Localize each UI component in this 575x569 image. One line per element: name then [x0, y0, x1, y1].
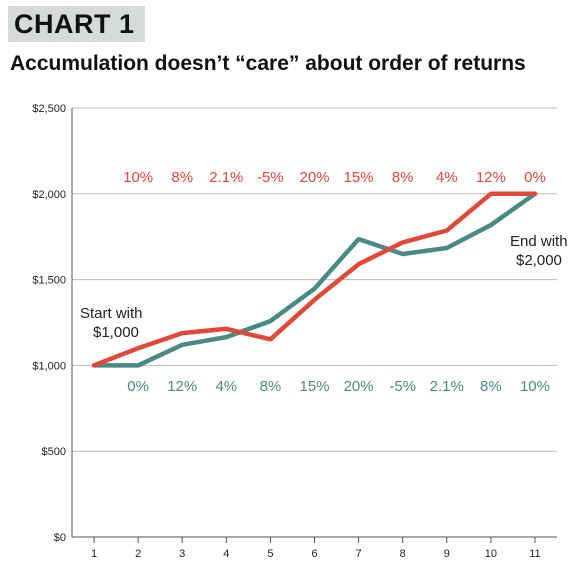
start-annotation-line2: $1,000: [93, 324, 139, 341]
y-tick-label: $0: [54, 532, 66, 544]
return-label-teal: -5%: [389, 378, 416, 395]
return-label-teal: 8%: [480, 378, 502, 395]
annotations: Start with $1,000 End with $2,000: [80, 233, 568, 341]
x-tick-label: 4: [223, 548, 229, 560]
return-label-teal: 2.1%: [430, 378, 464, 395]
return-label-red: 0%: [524, 169, 546, 186]
return-label-red: 8%: [392, 169, 414, 186]
return-label-red: 10%: [123, 169, 153, 186]
return-label-teal: 10%: [520, 378, 550, 395]
x-tick-label: 3: [179, 548, 185, 560]
x-tick-label: 1: [91, 548, 97, 560]
return-label-teal: 4%: [215, 378, 237, 395]
axes: $0 $500 $1,000 $1,500 $2,000 $2,500 1 2 3 4 5 6 7 8 9 1…: [32, 103, 557, 560]
y-tick-label: $500: [42, 446, 66, 458]
x-tick-label: 9: [444, 548, 450, 560]
return-label-red: 8%: [171, 169, 193, 186]
return-label-teal: 20%: [344, 378, 374, 395]
chart-title: Accumulation doesn’t “care” about order …: [10, 52, 526, 75]
return-label-red: -5%: [257, 169, 284, 186]
series-line-red: [91, 191, 538, 368]
x-tick-label: 6: [311, 548, 317, 560]
return-label-red: 4%: [436, 169, 458, 186]
chart-number-tag: CHART 1: [8, 6, 145, 42]
end-annotation-line1: End with: [510, 233, 568, 250]
y-tick-label: $2,000: [32, 189, 66, 201]
y-tick-label: $1,500: [32, 275, 66, 287]
return-label-teal: 15%: [299, 378, 329, 395]
x-tick-label: 2: [135, 548, 141, 560]
x-tick-label: 11: [529, 548, 540, 560]
x-tick-label: 10: [485, 548, 497, 560]
return-label-teal: 0%: [127, 378, 149, 395]
return-labels: 10% 8% 2.1% -5% 20% 15% 8% 4% 12% 0% 0% 12% 4% 8% 15% 2…: [123, 169, 550, 395]
x-tick-label: 5: [267, 548, 273, 560]
y-tick-label: $2,500: [32, 103, 66, 115]
return-label-teal: 8%: [260, 378, 282, 395]
series-line-teal: [91, 191, 538, 368]
return-label-red: 2.1%: [209, 169, 243, 186]
x-tick-label: 7: [356, 548, 362, 560]
return-label-teal: 12%: [167, 378, 197, 395]
start-annotation-line1: Start with: [80, 305, 143, 322]
return-label-red: 15%: [344, 169, 374, 186]
end-annotation-line2: $2,000: [516, 252, 562, 269]
y-tick-label: $1,000: [32, 360, 66, 372]
return-label-red: 12%: [476, 169, 506, 186]
x-tick-label: 8: [400, 548, 406, 560]
series-lines: [91, 191, 538, 368]
gridlines: [72, 107, 557, 452]
return-label-red: 20%: [299, 169, 329, 186]
